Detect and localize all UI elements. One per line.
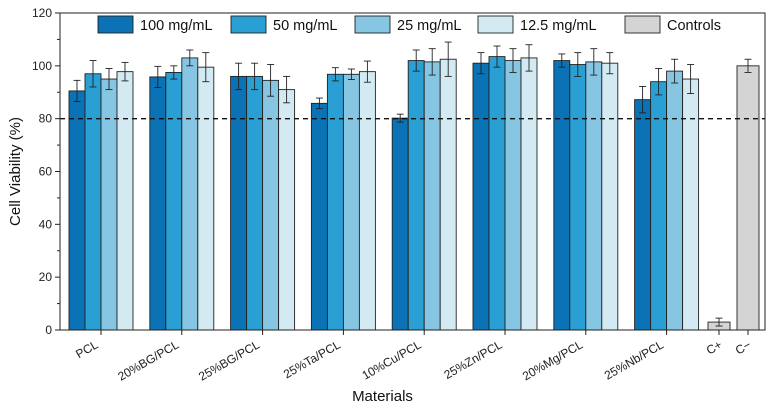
bar (520, 57, 538, 331)
y-tick-label: 0 (45, 323, 52, 337)
plot-frame (59, 12, 766, 331)
bar (68, 90, 86, 331)
y-tick-label: 100 (32, 59, 52, 73)
y-tick-label: 120 (32, 6, 52, 20)
bar (181, 57, 199, 331)
bar (569, 64, 587, 331)
bar (682, 78, 700, 331)
bar (439, 58, 457, 331)
bar (165, 71, 183, 331)
legend-swatch (230, 15, 267, 34)
x-axis-title: Materials (352, 388, 413, 405)
plot-area (60, 41, 765, 331)
x-tick-label: 20%Mg/PCL (520, 337, 586, 383)
bar (326, 73, 344, 331)
legend: 100 mg/mL 50 mg/mL 25 mg/mL 12.5 mg/mL Contr… (97, 15, 721, 34)
x-tick-label: 25%Nb/PCL (602, 337, 666, 382)
legend-swatch (354, 15, 391, 34)
series-12-5-mg-ml (116, 41, 700, 331)
x-tick-label: 25%Zn/PCL (441, 337, 504, 382)
bar (230, 75, 248, 331)
x-tick-label: C+ (704, 337, 725, 357)
bar (262, 79, 280, 331)
bar (601, 62, 619, 331)
bar (391, 117, 409, 331)
y-tick-label: 20 (39, 270, 53, 284)
legend-swatch (477, 15, 514, 34)
legend-label: 12.5 mg/mL (520, 18, 597, 34)
bar (84, 73, 102, 331)
bars (68, 41, 760, 331)
bar (553, 60, 571, 331)
bar (666, 70, 684, 331)
x-tick-label: PCL (73, 337, 100, 361)
bar (358, 71, 376, 331)
series-controls (707, 58, 760, 331)
x-tick-label: C− (733, 337, 754, 357)
y-axis-ticks: 0 20 40 60 80 100 120 (32, 6, 60, 337)
bar (423, 61, 441, 331)
bar (736, 65, 760, 331)
bar (342, 73, 360, 331)
legend-swatch (97, 15, 134, 34)
series-50-mg-ml (84, 45, 668, 331)
bar (407, 60, 425, 331)
bar (197, 66, 215, 331)
legend-swatch (624, 15, 661, 34)
x-tick-label: 10%Cu/PCL (360, 337, 424, 382)
legend-label: 25 mg/mL (397, 18, 461, 34)
bar (310, 102, 328, 331)
x-axis-labels: PCL 20%BG/PCL 25%BG/PCL 25%Ta/PCL 10%Cu/PCL 2… (73, 330, 754, 384)
legend-label: 50 mg/mL (273, 18, 337, 34)
x-tick-label: 25%BG/PCL (196, 337, 262, 383)
y-tick-label: 40 (39, 217, 53, 231)
y-axis-title: Cell Viability (%) (7, 117, 24, 226)
bar (472, 62, 490, 331)
bar (585, 61, 603, 331)
y-tick-label: 60 (39, 165, 53, 179)
x-tick-label: 20%BG/PCL (115, 337, 181, 383)
bar (504, 60, 522, 331)
x-tick-label: 25%Ta/PCL (281, 337, 343, 381)
bar (246, 75, 264, 331)
bar (149, 76, 167, 331)
bar (634, 99, 652, 331)
y-tick-label: 80 (39, 112, 53, 126)
bar (116, 71, 134, 331)
legend-label: Controls (667, 18, 721, 34)
bar (488, 56, 506, 331)
bar (100, 78, 118, 331)
legend-label: 100 mg/mL (140, 18, 213, 34)
bar (278, 89, 296, 331)
